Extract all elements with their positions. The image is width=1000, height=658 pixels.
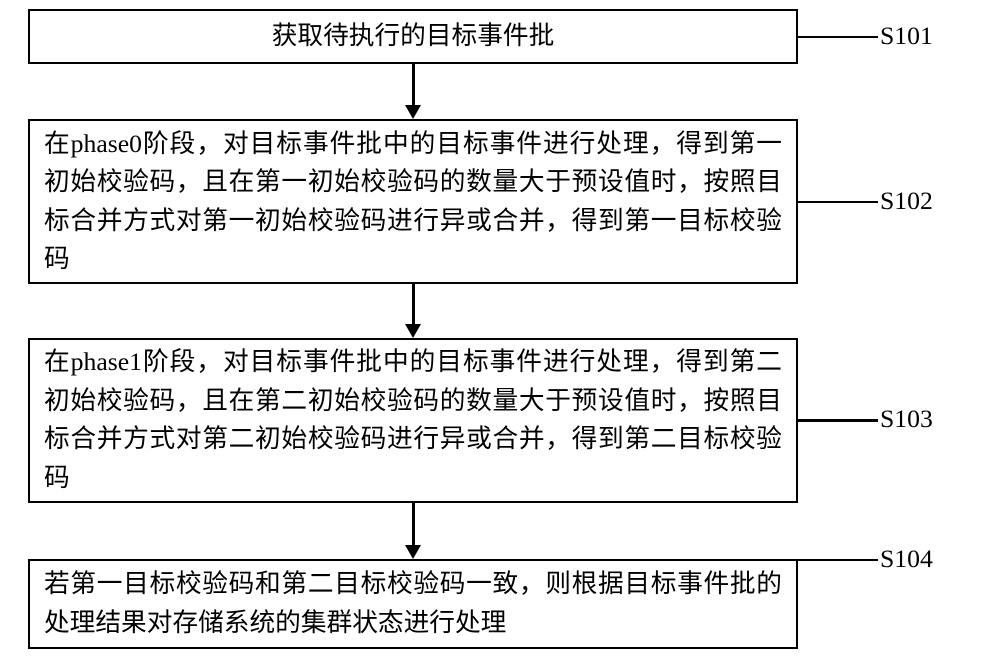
flow-arrowhead-2 [405,324,421,338]
flowchart-canvas: 获取待执行的目标事件批 S101 在phase0阶段，对目标事件批中的目标事件进… [0,0,1000,658]
flow-step-s102: 在phase0阶段，对目标事件批中的目标事件进行处理，得到第一初始校验码，且在第… [28,119,798,284]
label-connector-s103 [798,419,878,422]
label-connector-s104 [798,559,878,562]
flow-step-text: 在phase0阶段，对目标事件批中的目标事件进行处理，得到第一初始校验码，且在第… [44,125,782,279]
flow-step-s104: 若第一目标校验码和第二目标校验码一致，则根据目标事件批的处理结果对存储系统的集群… [28,559,798,649]
flow-arrowhead-3 [405,545,421,559]
flow-step-text: 在phase1阶段，对目标事件批中的目标事件进行处理，得到第二初始校验码，且在第… [44,343,782,497]
flow-label-s102: S102 [880,186,933,216]
flow-step-s101: 获取待执行的目标事件批 [28,9,798,64]
flow-arrowhead-1 [405,105,421,119]
flow-arrow-2 [412,284,415,327]
flow-label-s103: S103 [880,404,933,434]
flow-arrow-3 [412,503,415,549]
flow-arrow-1 [412,64,415,109]
label-connector-s102 [798,201,878,204]
flow-step-text: 获取待执行的目标事件批 [272,17,555,56]
flow-step-s103: 在phase1阶段，对目标事件批中的目标事件进行处理，得到第二初始校验码，且在第… [28,338,798,503]
flow-label-s104: S104 [880,544,933,574]
flow-step-text: 若第一目标校验码和第二目标校验码一致，则根据目标事件批的处理结果对存储系统的集群… [44,565,782,642]
label-connector-s101 [798,36,878,39]
flow-label-s101: S101 [880,21,933,51]
